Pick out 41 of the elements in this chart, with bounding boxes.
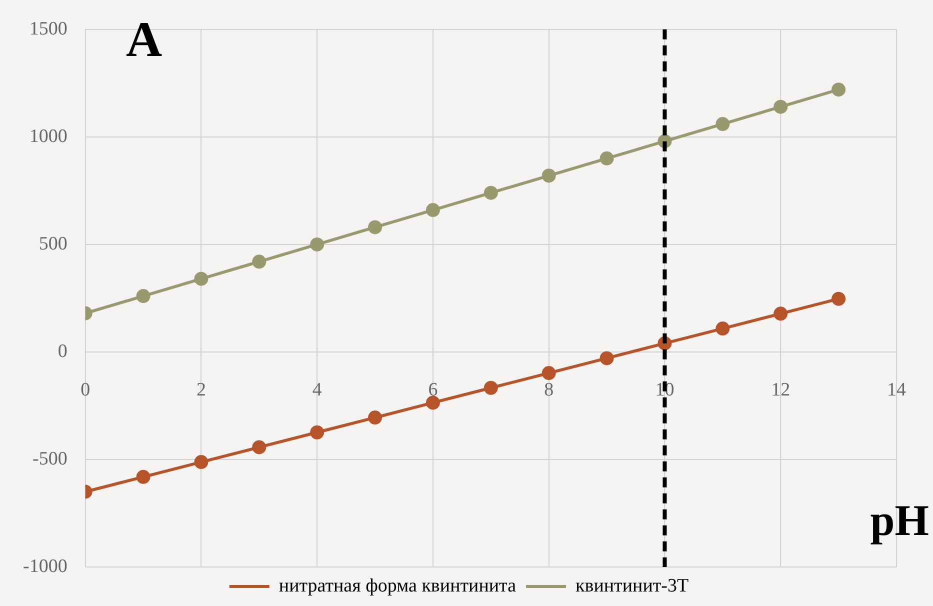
point <box>600 351 614 366</box>
x-axis-title: pH <box>870 495 929 546</box>
point <box>194 455 208 470</box>
point <box>542 366 556 380</box>
point <box>600 151 614 166</box>
x-tick-label: 12 <box>771 379 790 400</box>
annotation: A <box>126 10 162 68</box>
point <box>310 237 324 252</box>
point <box>832 292 846 306</box>
point <box>716 322 730 336</box>
point <box>542 168 556 183</box>
point <box>194 272 208 286</box>
point <box>136 289 150 304</box>
x-tick-label: 8 <box>544 379 554 400</box>
y-tick-label: 1000 <box>29 126 68 147</box>
y-tick-label: -500 <box>32 448 68 470</box>
y-tick-label: 1500 <box>29 18 68 40</box>
x-tick-label: 2 <box>196 379 206 400</box>
point <box>252 440 266 454</box>
x-tick-label: 14 <box>887 379 906 400</box>
y-tick-label: 0 <box>58 340 68 362</box>
point <box>774 100 788 114</box>
point <box>368 410 382 425</box>
point <box>716 117 730 132</box>
point <box>136 470 150 484</box>
point <box>774 306 788 321</box>
y-tick-label: 500 <box>38 233 68 254</box>
point <box>252 254 266 269</box>
legend-label: квинтинит-3Т <box>576 575 689 596</box>
point <box>426 396 440 410</box>
x-tick-label: 4 <box>312 379 322 400</box>
legend-label: нитратная форма квинтинита <box>278 575 517 596</box>
x-tick-label: 6 <box>428 379 438 400</box>
point <box>368 220 382 234</box>
point <box>832 82 846 97</box>
point <box>426 203 440 218</box>
point <box>310 425 324 440</box>
x-tick-label: 0 <box>80 379 90 400</box>
point <box>484 380 498 395</box>
y-tick-label: -1000 <box>23 556 68 577</box>
point <box>484 186 498 200</box>
